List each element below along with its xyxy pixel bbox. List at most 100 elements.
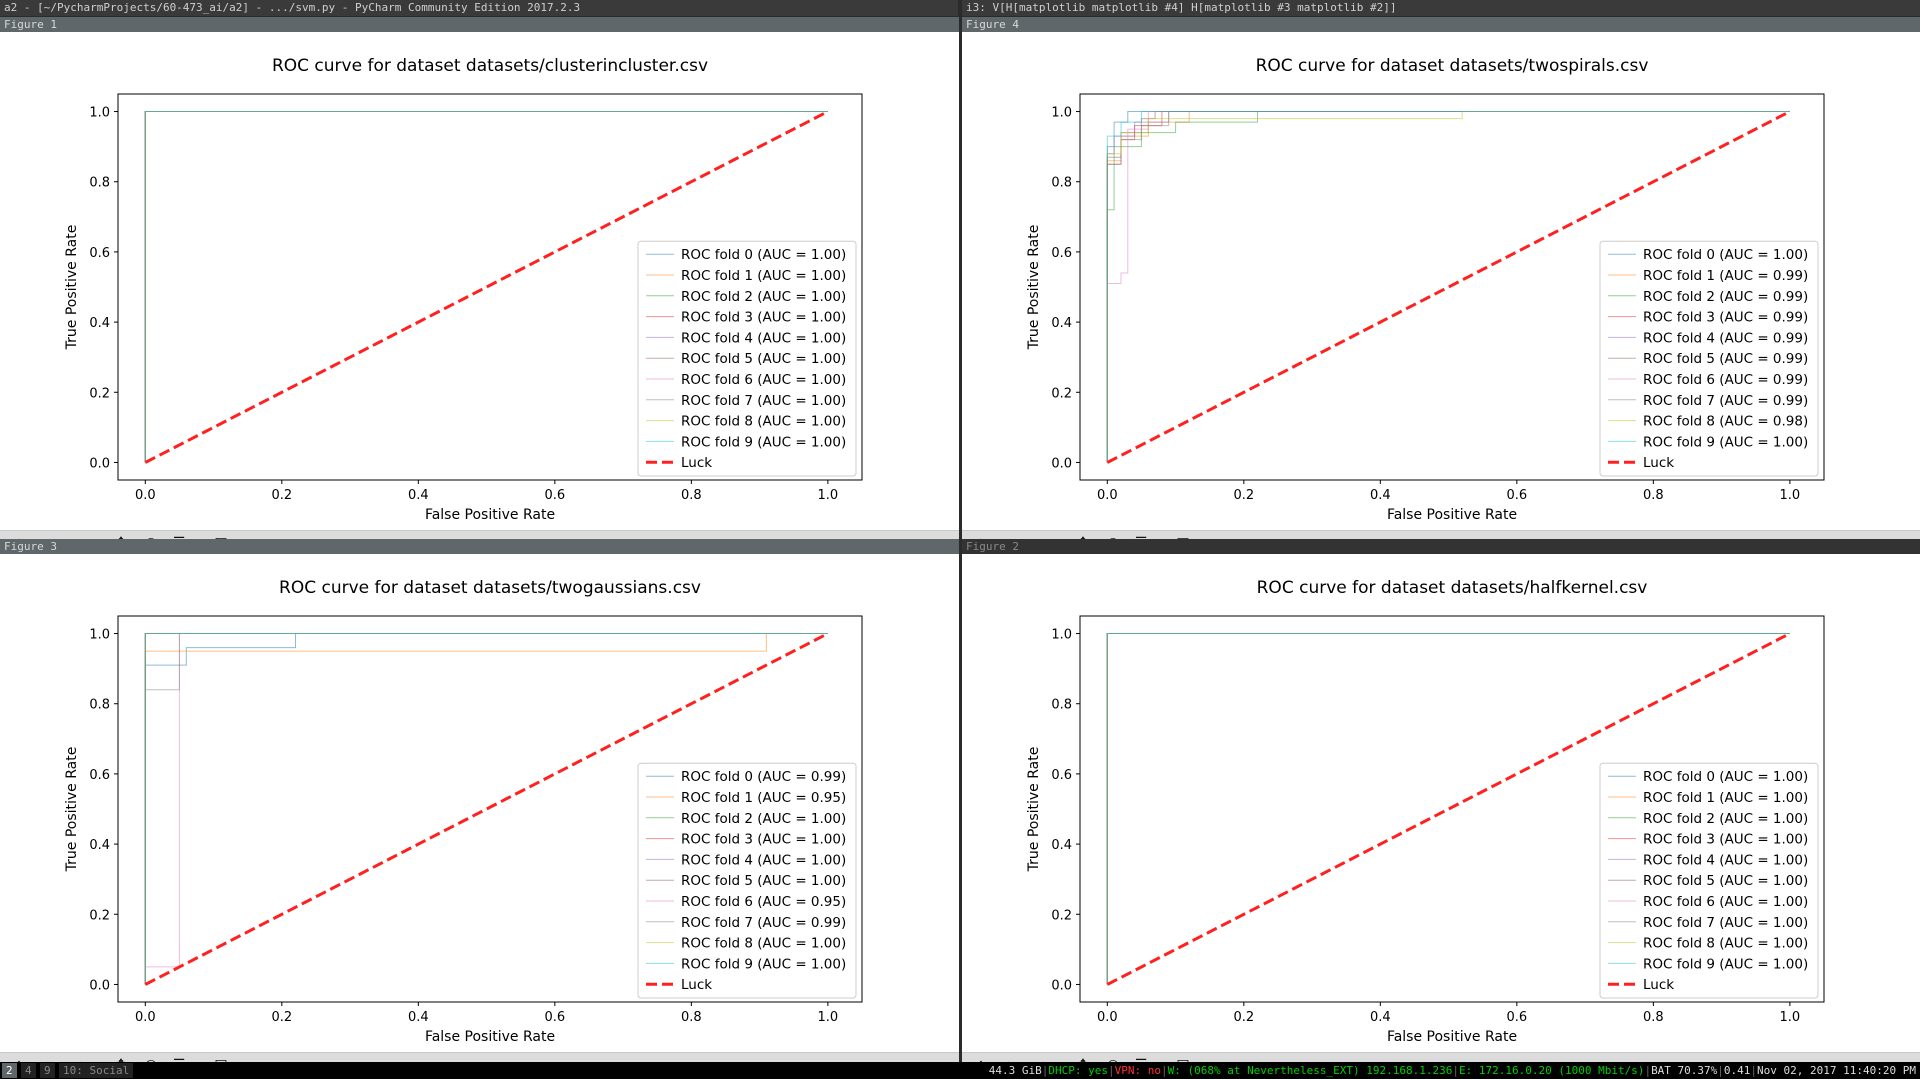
legend-entry: ROC fold 4 (AUC = 1.00) (681, 852, 846, 868)
x-tick-label: 0.8 (681, 1010, 702, 1025)
legend-entry: ROC fold 8 (AUC = 0.98) (1643, 414, 1808, 430)
y-tick-label: 1.0 (89, 628, 110, 643)
legend-entry: ROC fold 9 (AUC = 1.00) (681, 956, 846, 972)
figure-window: Figure 3 ROC curve for dataset datasets/… (0, 539, 959, 1077)
workspace-button[interactable]: 2 (2, 1063, 17, 1078)
x-tick-label: 0.0 (1097, 1010, 1118, 1025)
chart-title: ROC curve for dataset datasets/halfkerne… (1257, 578, 1648, 598)
workspace-button[interactable]: 9 (40, 1063, 55, 1078)
plot-frame (117, 615, 863, 1003)
legend-entry: ROC fold 1 (AUC = 1.00) (681, 268, 846, 284)
legend-entry: ROC fold 7 (AUC = 1.00) (1643, 915, 1808, 931)
workspace-button[interactable]: 4 (21, 1063, 36, 1078)
x-tick-label: 1.0 (1780, 488, 1801, 503)
plot-canvas[interactable]: ROC curve for dataset datasets/twospiral… (962, 35, 1920, 530)
clock: Nov 02, 2017 11:40:20 PM (1757, 1064, 1916, 1077)
y-tick-label: 0.0 (1051, 456, 1072, 471)
chart-title: ROC curve for dataset datasets/clusterin… (272, 56, 708, 76)
legend-entry: ROC fold 3 (AUC = 1.00) (1643, 832, 1808, 848)
legend-entry: ROC fold 7 (AUC = 0.99) (1643, 393, 1808, 409)
legend-entry: ROC fold 6 (AUC = 0.95) (681, 894, 846, 910)
y-tick-label: 0.8 (89, 176, 110, 191)
y-tick-label: 1.0 (89, 106, 110, 121)
legend-entry: Luck (1643, 455, 1674, 471)
chart-title: ROC curve for dataset datasets/twospiral… (1256, 56, 1649, 76)
legend-entry: ROC fold 2 (AUC = 1.00) (681, 289, 846, 305)
y-tick-label: 0.6 (89, 246, 110, 261)
dhcp-status: DHCP: yes (1048, 1064, 1108, 1077)
legend-box (1599, 762, 1819, 999)
legend-entry: ROC fold 0 (AUC = 1.00) (1643, 769, 1808, 785)
legend-entry: ROC fold 2 (AUC = 0.99) (1643, 289, 1808, 305)
plot-frame (1079, 615, 1825, 1003)
y-tick-label: 0.0 (89, 978, 110, 993)
battery-status: BAT 70.37% (1651, 1064, 1718, 1077)
x-tick-label: 0.6 (545, 488, 566, 503)
y-tick-label: 0.2 (89, 386, 110, 401)
figure-window: Figure 1 ROC curve for dataset datasets/… (0, 17, 959, 555)
legend-entry: ROC fold 9 (AUC = 1.00) (1643, 956, 1808, 972)
x-axis-label: False Positive Rate (425, 1029, 555, 1045)
x-tick-label: 1.0 (1780, 1010, 1801, 1025)
roc-curve (1106, 111, 1790, 463)
legend-entry: Luck (1643, 977, 1674, 993)
x-tick-label: 0.4 (1370, 1010, 1391, 1025)
plot-canvas[interactable]: ROC curve for dataset datasets/twogaussi… (0, 557, 959, 1052)
legend-entry: ROC fold 3 (AUC = 1.00) (681, 832, 846, 848)
roc-curve (1106, 111, 1790, 463)
roc-curve (1106, 633, 1790, 985)
legend-box (637, 762, 857, 999)
legend-entry: ROC fold 1 (AUC = 0.95) (681, 790, 846, 806)
y-tick-label: 1.0 (1051, 106, 1072, 121)
figure-window-title: Figure 3 (0, 539, 959, 554)
legend-entry: ROC fold 9 (AUC = 1.00) (681, 434, 846, 450)
y-tick-label: 0.6 (89, 768, 110, 783)
legend-entry: ROC fold 6 (AUC = 1.00) (681, 372, 846, 388)
x-tick-label: 0.8 (1643, 488, 1664, 503)
y-tick-label: 0.6 (1051, 246, 1072, 261)
legend-entry: Luck (681, 455, 712, 471)
plot-canvas[interactable]: ROC curve for dataset datasets/clusterin… (0, 35, 959, 530)
legend-entry: ROC fold 2 (AUC = 1.00) (681, 811, 846, 827)
legend-entry: ROC fold 2 (AUC = 1.00) (1643, 811, 1808, 827)
y-tick-label: 0.4 (89, 838, 110, 853)
load-status: 0.41 (1723, 1064, 1751, 1077)
legend-entry: ROC fold 5 (AUC = 1.00) (1643, 873, 1808, 889)
y-axis-label: True Positive Rate (64, 225, 80, 351)
legend-entry: ROC fold 0 (AUC = 1.00) (1643, 247, 1808, 263)
ethernet-status: E: 172.16.0.20 (1000 Mbit/s) (1459, 1064, 1645, 1077)
roc-chart-svg: ROC curve for dataset datasets/halfkerne… (1026, 578, 1825, 1045)
legend-entry: ROC fold 5 (AUC = 1.00) (681, 351, 846, 367)
plot-canvas[interactable]: ROC curve for dataset datasets/halfkerne… (962, 557, 1920, 1052)
legend-entry: ROC fold 6 (AUC = 0.99) (1643, 372, 1808, 388)
legend-entry: ROC fold 9 (AUC = 1.00) (1643, 434, 1808, 450)
y-tick-label: 0.2 (1051, 908, 1072, 923)
x-tick-label: 0.0 (135, 1010, 156, 1025)
disk-status: 44.3 GiB (988, 1064, 1042, 1077)
y-axis-label: True Positive Rate (1026, 225, 1042, 351)
x-axis-label: False Positive Rate (425, 507, 555, 523)
plot-frame (117, 93, 863, 481)
y-axis-label: True Positive Rate (1026, 747, 1042, 873)
x-tick-label: 0.4 (408, 1010, 429, 1025)
x-tick-label: 0.0 (135, 488, 156, 503)
x-tick-label: 0.6 (545, 1010, 566, 1025)
y-tick-label: 0.2 (89, 908, 110, 923)
x-tick-label: 0.6 (1507, 1010, 1528, 1025)
y-tick-label: 0.0 (89, 456, 110, 471)
plot-frame (1079, 93, 1825, 481)
x-tick-label: 0.2 (271, 1010, 292, 1025)
legend-entry: ROC fold 0 (AUC = 0.99) (681, 769, 846, 785)
legend-entry: ROC fold 0 (AUC = 1.00) (681, 247, 846, 263)
legend-entry: ROC fold 7 (AUC = 1.00) (681, 393, 846, 409)
legend-entry: ROC fold 5 (AUC = 0.99) (1643, 351, 1808, 367)
y-tick-label: 0.8 (1051, 698, 1072, 713)
legend-entry: ROC fold 6 (AUC = 1.00) (1643, 894, 1808, 910)
workspace-button[interactable]: 10: Social (59, 1063, 134, 1078)
x-axis-label: False Positive Rate (1387, 1029, 1517, 1045)
figure-window-title: Figure 4 (962, 17, 1920, 32)
figure-window-title: Figure 1 (0, 17, 959, 32)
y-tick-label: 0.2 (1051, 386, 1072, 401)
y-tick-label: 0.0 (1051, 978, 1072, 993)
x-tick-label: 0.8 (681, 488, 702, 503)
